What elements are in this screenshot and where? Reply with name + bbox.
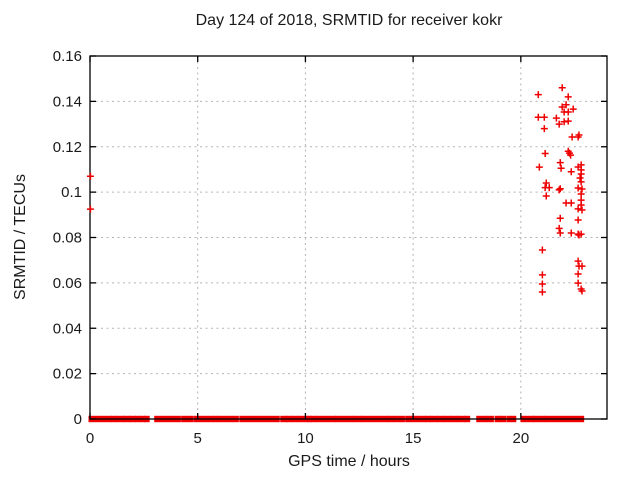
x-tick-label: 20 [512,430,529,447]
data-point-marker [556,159,564,167]
data-point-marker [577,178,585,186]
data-point-marker [538,288,546,296]
data-point-marker [574,184,582,192]
data-point-marker [567,199,575,207]
y-tick-label: 0 [74,411,82,428]
chart-title: Day 124 of 2018, SRMTID for receiver kok… [195,12,503,29]
x-tick-label: 15 [405,430,422,447]
data-point-marker [558,84,566,92]
data-point-marker [578,262,586,270]
data-point-marker [86,205,94,213]
data-point-marker [576,174,584,182]
data-point-marker [556,214,564,222]
data-point-marker [556,185,564,193]
data-point-marker [542,179,550,187]
x-tick-label: 5 [194,430,202,447]
data-point-marker [577,230,585,238]
data-point-marker [578,206,586,214]
data-point-marker [569,105,577,113]
data-point-marker [574,205,582,213]
data-point-marker [564,93,572,101]
data-point-marker [564,108,572,116]
data-point-marker [578,287,586,295]
tick-marks [89,55,607,420]
data-point-marker [578,185,586,193]
data-point-marker [538,271,546,279]
y-tick-label: 0.12 [53,139,82,156]
data-point-marker [86,172,94,180]
x-tick-label: 10 [297,430,314,447]
data-point-marker [562,101,570,109]
data-point-marker [534,91,542,99]
data-point-marker [577,170,585,178]
tick-labels: 0 5 10 15 20 0 0.02 0.04 0.06 0.08 0.1 0.12 0.14 0.16 [53,48,529,447]
data-point-marker [538,280,546,288]
y-tick-label: 0.16 [53,48,82,65]
data-point-marker [545,184,553,192]
data-point-marker [577,201,585,209]
x-tick-label: 0 [86,430,94,447]
y-axis-label: SRMTID / TECUs [12,174,29,300]
data-point-marker [556,229,564,237]
data-point-marker [558,103,566,111]
data-point-marker [535,163,543,171]
data-point-marker [577,190,585,198]
data-point-marker [538,246,546,254]
data-point-marker [574,279,582,287]
y-tick-label: 0.08 [53,230,82,247]
data-point-marker [555,186,563,194]
data-point-marker [541,150,549,158]
data-point-marker [540,125,548,133]
y-tick-label: 0.1 [61,184,82,201]
data-point-marker [557,164,565,172]
data-point-marker [552,114,560,122]
y-tick-label: 0.06 [53,275,82,292]
data-point-marker [574,257,582,265]
data-point-marker [534,113,542,121]
data-points [86,84,586,296]
data-point-marker [568,133,576,141]
data-point-marker [574,270,582,278]
data-point-marker [540,113,548,121]
data-point-marker [575,131,583,139]
data-point-marker [567,151,575,159]
gridlines [90,56,607,419]
data-point-marker [564,117,572,125]
data-point-marker [567,229,575,237]
data-point-marker [567,168,575,176]
y-tick-label: 0.14 [53,93,82,110]
x-axis-label: GPS time / hours [288,453,410,470]
y-tick-label: 0.02 [53,366,82,383]
y-tick-label: 0.04 [53,320,82,337]
data-point-marker [542,192,550,200]
data-point-marker [574,216,582,224]
data-point-marker [555,120,563,128]
data-point-marker [555,224,563,232]
